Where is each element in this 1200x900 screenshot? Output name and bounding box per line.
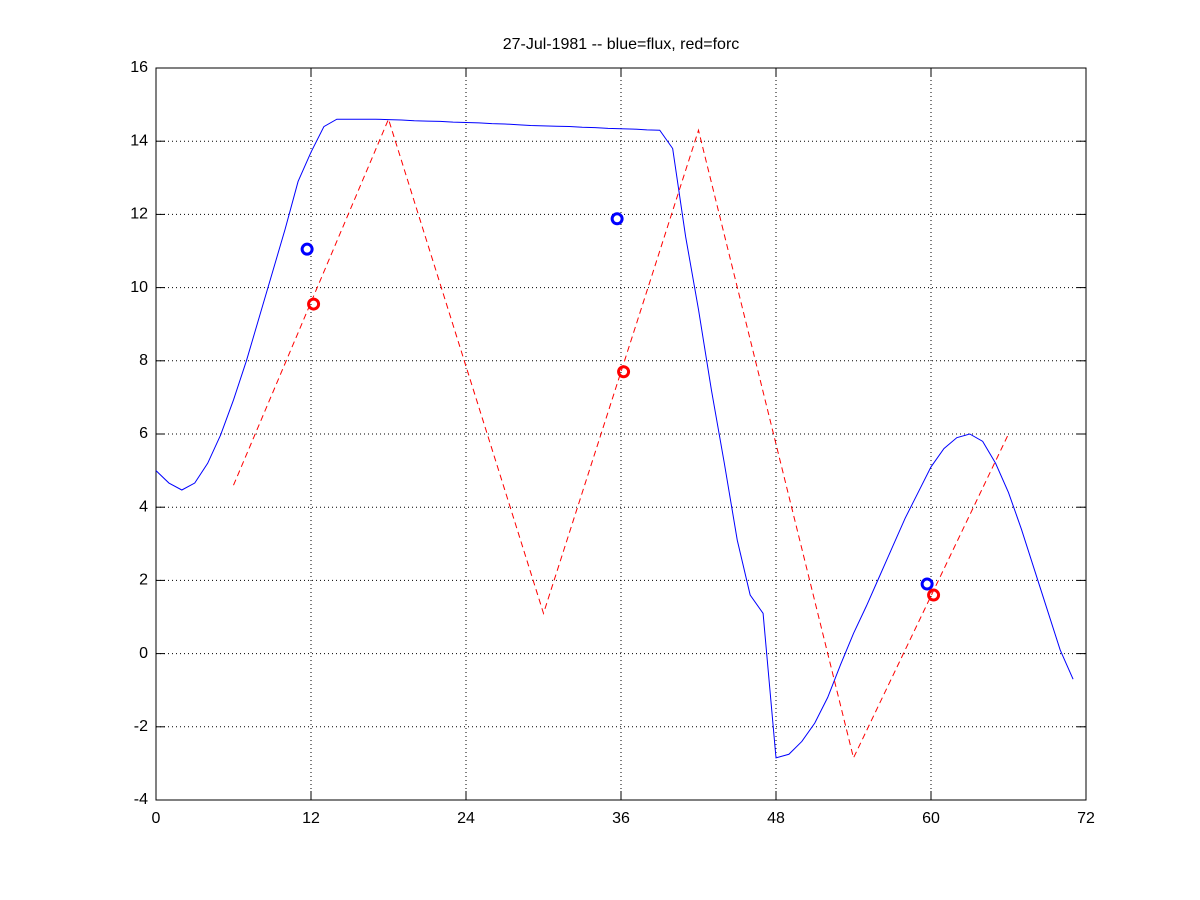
x-tick-label: 12	[302, 810, 320, 827]
y-tick-label: 14	[130, 132, 148, 149]
x-tick-label: 36	[612, 810, 630, 827]
y-tick-label: 12	[130, 206, 148, 223]
marker	[300, 242, 314, 256]
data-line	[233, 117, 1009, 760]
marker	[927, 588, 941, 602]
x-tick-label: 24	[457, 810, 475, 827]
x-tick-label: 48	[767, 810, 785, 827]
x-tick-label: 0	[152, 810, 161, 827]
data-line	[155, 118, 1074, 759]
y-tick-label: 0	[139, 645, 148, 662]
y-tick-label: -2	[134, 718, 148, 735]
y-tick-label: 8	[139, 352, 148, 369]
y-tick-label: 16	[130, 59, 148, 76]
marker	[920, 577, 934, 591]
x-tick-label: 60	[922, 810, 940, 827]
marker	[307, 297, 321, 311]
x-tick-label: 72	[1077, 810, 1095, 827]
chart-title: 27-Jul-1981 -- blue=flux, red=forc	[503, 36, 740, 53]
y-tick-label: 2	[139, 572, 148, 589]
y-tick-label: 4	[139, 498, 148, 515]
plot-frame	[155, 67, 1087, 801]
y-tick-label: -4	[134, 791, 148, 808]
y-tick-label: 10	[130, 279, 148, 296]
y-tick-label: 6	[139, 425, 148, 442]
marker	[610, 212, 624, 226]
marker	[617, 365, 631, 379]
